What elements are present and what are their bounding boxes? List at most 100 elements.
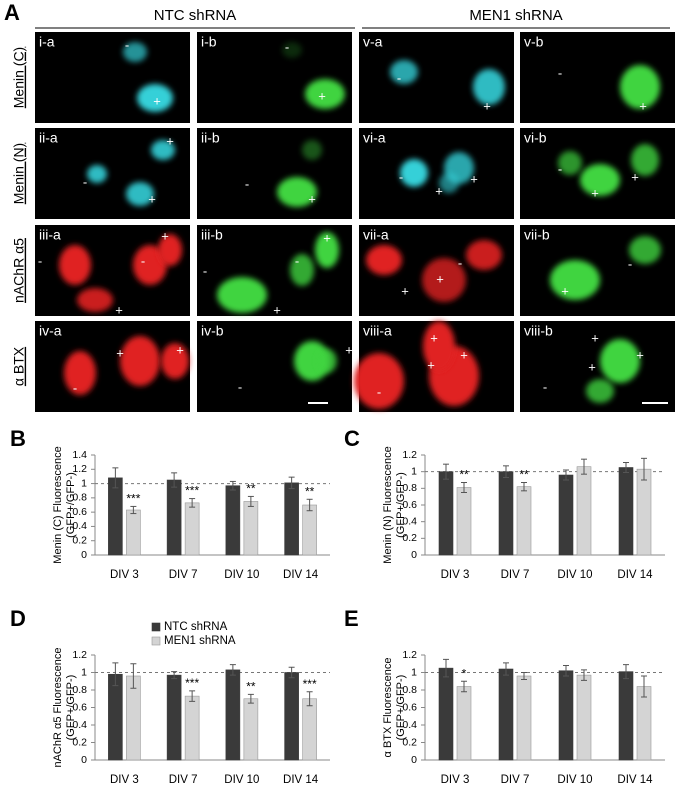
x-tick-label: DIV 10: [557, 569, 592, 581]
tile-label: viii-b: [524, 323, 553, 339]
cell: [586, 379, 614, 403]
y-tick-label: 1: [411, 465, 417, 477]
sign-marker: -: [543, 379, 547, 394]
y-tick-label: 1.2: [72, 649, 87, 661]
error-bar: [623, 462, 629, 473]
sign-marker: +: [470, 171, 478, 186]
micrograph: v-a - +: [359, 32, 514, 123]
legend-swatch: [151, 636, 161, 646]
cell: [137, 84, 173, 112]
cell: [631, 144, 659, 176]
sign-marker: -: [399, 169, 403, 184]
error-bar: [443, 463, 449, 480]
significance-label: **: [246, 482, 256, 496]
y-tick-label: 0: [411, 754, 417, 766]
micrograph: viii-a + + + -: [354, 321, 514, 412]
significance-label: ***: [185, 676, 199, 690]
micrograph: iv-b + -: [197, 321, 353, 412]
sign-marker: +: [308, 191, 316, 206]
micrograph: iv-a + + -: [35, 321, 190, 412]
cell: [217, 277, 267, 313]
bar: [284, 672, 299, 761]
micrograph: vii-a-++: [359, 225, 514, 316]
error-bar: [229, 664, 236, 676]
error-bar: [247, 495, 254, 507]
cells: [59, 234, 182, 312]
cell: [126, 182, 154, 206]
bar: [438, 471, 454, 556]
error-bar: [189, 498, 196, 508]
x-tick-label: DIV 3: [441, 774, 470, 786]
tile-label: vii-a: [363, 227, 389, 243]
cells: [64, 336, 189, 395]
significance-label: ***: [303, 677, 317, 691]
y-axis-label: (GFP+/GFP-): [395, 675, 407, 741]
cells: [354, 321, 479, 409]
error-bar: [641, 457, 647, 481]
bar: [302, 504, 317, 556]
x-tick-label: DIV 14: [617, 569, 653, 581]
sign-marker: -: [125, 37, 129, 52]
x-tick-label: DIV 3: [441, 569, 470, 581]
sign-marker: +: [427, 357, 435, 372]
tile-label: i-b: [201, 34, 217, 50]
significance-label: ***: [185, 484, 199, 498]
sign-marker: +: [176, 342, 184, 357]
legend-swatch: [151, 622, 161, 632]
panel-label: D: [10, 606, 26, 631]
y-tick-label: 0.2: [402, 532, 417, 544]
tile-label: vi-b: [524, 130, 547, 146]
cell: [64, 351, 96, 395]
cells: [282, 42, 345, 109]
legend-label: MEN1 shRNA: [164, 635, 236, 647]
error-bar: [247, 693, 254, 704]
cell: [123, 42, 147, 62]
sign-marker: -: [245, 176, 249, 191]
y-tick-label: 0.2: [72, 534, 87, 546]
sign-marker: -: [83, 174, 87, 189]
cell: [390, 60, 418, 84]
y-tick-label: 0.4: [72, 520, 87, 532]
cells: [366, 240, 502, 302]
sign-marker: +: [161, 228, 169, 243]
y-tick-label: 0: [411, 549, 417, 561]
y-axis-label: (GFP+/GFP-): [395, 472, 407, 538]
cell: [77, 288, 113, 312]
sign-marker: +: [430, 330, 438, 345]
bar: [225, 669, 241, 761]
cell: [151, 140, 175, 160]
bar: [184, 502, 200, 556]
sign-marker: +: [588, 359, 596, 374]
micrograph-background: [359, 128, 514, 219]
sign-marker: -: [377, 384, 381, 399]
y-axis-label: Menin (C) Fluorescence: [52, 446, 64, 563]
error-bar: [443, 658, 449, 678]
group-header: NTC shRNA: [154, 7, 237, 24]
panel-label: E: [344, 606, 359, 631]
row-label: Menin (N): [11, 143, 27, 204]
bar: [108, 477, 123, 556]
y-tick-label: 0.6: [402, 701, 417, 713]
micrograph: vii-b - +: [520, 225, 675, 316]
sign-marker: +: [460, 347, 468, 362]
sign-marker: +: [116, 345, 124, 360]
micrograph-background: [197, 32, 352, 123]
sign-marker: -: [558, 65, 562, 80]
cells: [277, 140, 322, 207]
y-tick-label: 0.4: [402, 515, 417, 527]
y-tick-label: 0.2: [72, 736, 87, 748]
error-bar: [112, 467, 119, 489]
sign-marker: -: [458, 255, 462, 270]
y-tick-label: 0: [81, 754, 87, 766]
error-bar: [563, 469, 569, 481]
x-tick-label: DIV 7: [501, 774, 530, 786]
x-tick-label: DIV 3: [110, 774, 139, 786]
cell: [400, 159, 428, 187]
sign-marker: -: [285, 39, 289, 54]
cell: [473, 69, 505, 105]
tile-label: ii-b: [201, 130, 220, 146]
y-tick-label: 0.2: [402, 736, 417, 748]
bar: [618, 671, 634, 761]
sign-marker: +: [435, 183, 443, 198]
